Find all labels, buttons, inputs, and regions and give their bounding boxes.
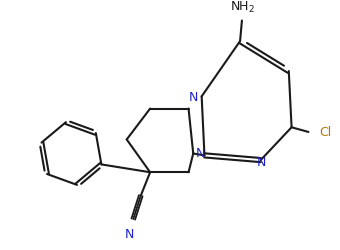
Text: Cl: Cl (320, 126, 332, 139)
Text: NH$_2$: NH$_2$ (231, 0, 255, 15)
Text: N: N (196, 146, 205, 160)
Text: N: N (125, 227, 134, 239)
Text: N: N (189, 90, 198, 104)
Text: N: N (257, 155, 266, 168)
